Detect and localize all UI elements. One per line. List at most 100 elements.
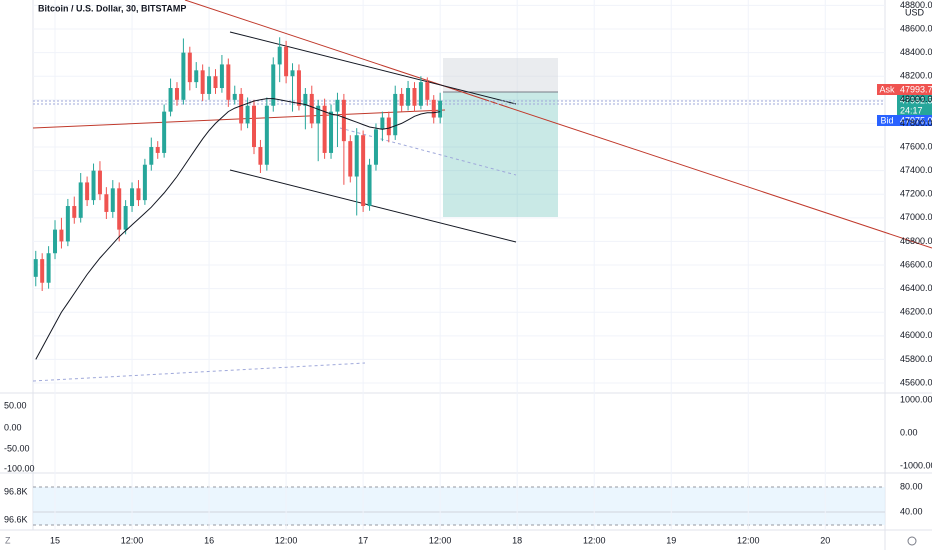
candle-body — [367, 164, 372, 207]
candle-body — [399, 93, 404, 106]
candle-body — [40, 259, 45, 283]
candle-body — [290, 70, 295, 77]
bid-tag-bg — [877, 115, 897, 126]
candle-body — [303, 93, 308, 106]
channel-bottom[interactable] — [229, 169, 517, 243]
candle-body — [187, 52, 192, 83]
candle-body — [277, 46, 282, 65]
candle-body — [142, 164, 147, 201]
x-tick-label: 15 — [50, 535, 60, 545]
x-tick-label: 12:00 — [429, 535, 452, 545]
countdown: 24:17 — [900, 105, 923, 115]
y-tick-label: 48400.00 — [900, 47, 932, 57]
rsi-label: 40.00 — [900, 506, 923, 516]
candle-body — [412, 88, 417, 106]
candle-body — [219, 64, 224, 89]
y-tick-label: 46200.00 — [900, 307, 932, 317]
candle-body — [149, 147, 154, 165]
y-tick-label: 46400.00 — [900, 283, 932, 293]
candle-body — [239, 93, 244, 124]
x-tick-label: 18 — [512, 535, 522, 545]
settings-icon[interactable] — [907, 536, 917, 546]
candle-body — [245, 105, 250, 124]
y-tick-label: 45800.00 — [900, 354, 932, 364]
candle-body — [393, 93, 398, 136]
osc-label: -1000.00 — [900, 460, 932, 470]
y-tick-label: 48600.00 — [900, 23, 932, 33]
bid-price: 47975.02 — [900, 115, 932, 125]
candle-body — [258, 147, 263, 165]
trend-line[interactable] — [32, 109, 446, 129]
rsi-label: 96.6K — [4, 514, 28, 524]
channel-top[interactable] — [229, 31, 517, 105]
candle-body — [354, 135, 359, 177]
ask-tag-bg — [877, 84, 897, 95]
candle-body — [91, 170, 96, 201]
y-tick-label: 48000.00 — [900, 94, 932, 104]
osc-label: 1000.00 — [900, 394, 932, 404]
x-tick-label: 16 — [204, 535, 214, 545]
candle-body — [78, 182, 83, 218]
candle-body — [296, 70, 301, 106]
bid-bg — [897, 115, 932, 126]
y-tick-label: 47800.00 — [900, 118, 932, 128]
osc-label: 50.00 — [4, 400, 27, 410]
candle-body — [226, 64, 231, 100]
chart-title: Bitcoin / U.S. Dollar, 30, BITSTAMP — [38, 3, 186, 13]
candle-body — [361, 135, 366, 207]
candle-body — [174, 88, 179, 100]
candle-body — [168, 88, 173, 112]
candle-body — [72, 206, 77, 218]
ask-tag: Ask — [879, 84, 895, 94]
candle-body — [162, 111, 167, 153]
candle-body — [194, 70, 199, 83]
x-tick-label: 12:00 — [121, 535, 144, 545]
candle-body — [53, 229, 58, 254]
y-tick-label: 47000.00 — [900, 212, 932, 222]
candle-body — [97, 170, 102, 195]
candle-body — [33, 259, 38, 277]
osc-label: 0.00 — [900, 427, 918, 437]
candle-body — [418, 82, 423, 106]
candle-body — [406, 88, 411, 106]
candle-body — [335, 99, 340, 112]
dotted-line[interactable] — [339, 127, 517, 176]
candle-body — [316, 105, 321, 124]
candle-body — [373, 129, 378, 165]
candle-body — [110, 188, 115, 212]
candle-body — [264, 105, 269, 165]
rsi-label: 96.8K — [4, 486, 28, 496]
candle-body — [213, 76, 218, 89]
y-tick-label: 47600.00 — [900, 141, 932, 151]
candle-body — [252, 105, 257, 148]
moving-average — [35, 98, 441, 360]
stop-zone[interactable] — [443, 58, 558, 92]
timezone-button[interactable]: Z — [5, 535, 11, 545]
candle-body — [65, 206, 70, 242]
candle-body — [59, 229, 64, 242]
y-tick-label: 46000.00 — [900, 330, 932, 340]
dotted-line[interactable] — [32, 362, 366, 382]
candle-body — [207, 76, 212, 94]
target-zone[interactable] — [443, 92, 558, 217]
osc-label: 0.00 — [4, 422, 22, 432]
osc-label: -100.00 — [4, 463, 35, 473]
candle-body — [104, 194, 109, 212]
bid-tag: Bid — [880, 115, 893, 125]
candle-body — [386, 117, 391, 136]
rsi-label: 80.00 — [900, 481, 923, 491]
candle-body — [123, 206, 128, 230]
candle-body — [181, 52, 186, 100]
currency: USD — [905, 7, 925, 17]
candle-body — [438, 100, 443, 118]
x-tick-label: 17 — [358, 535, 368, 545]
y-tick-label: 47400.00 — [900, 165, 932, 175]
last-price: 47992.58 — [900, 95, 932, 105]
osc-label: -50.00 — [4, 443, 30, 453]
x-tick-label: 12:00 — [583, 535, 606, 545]
candle-body — [425, 82, 430, 100]
x-tick-label: 20 — [820, 535, 830, 545]
trend-line[interactable] — [184, 0, 932, 249]
last-bg — [897, 95, 932, 117]
